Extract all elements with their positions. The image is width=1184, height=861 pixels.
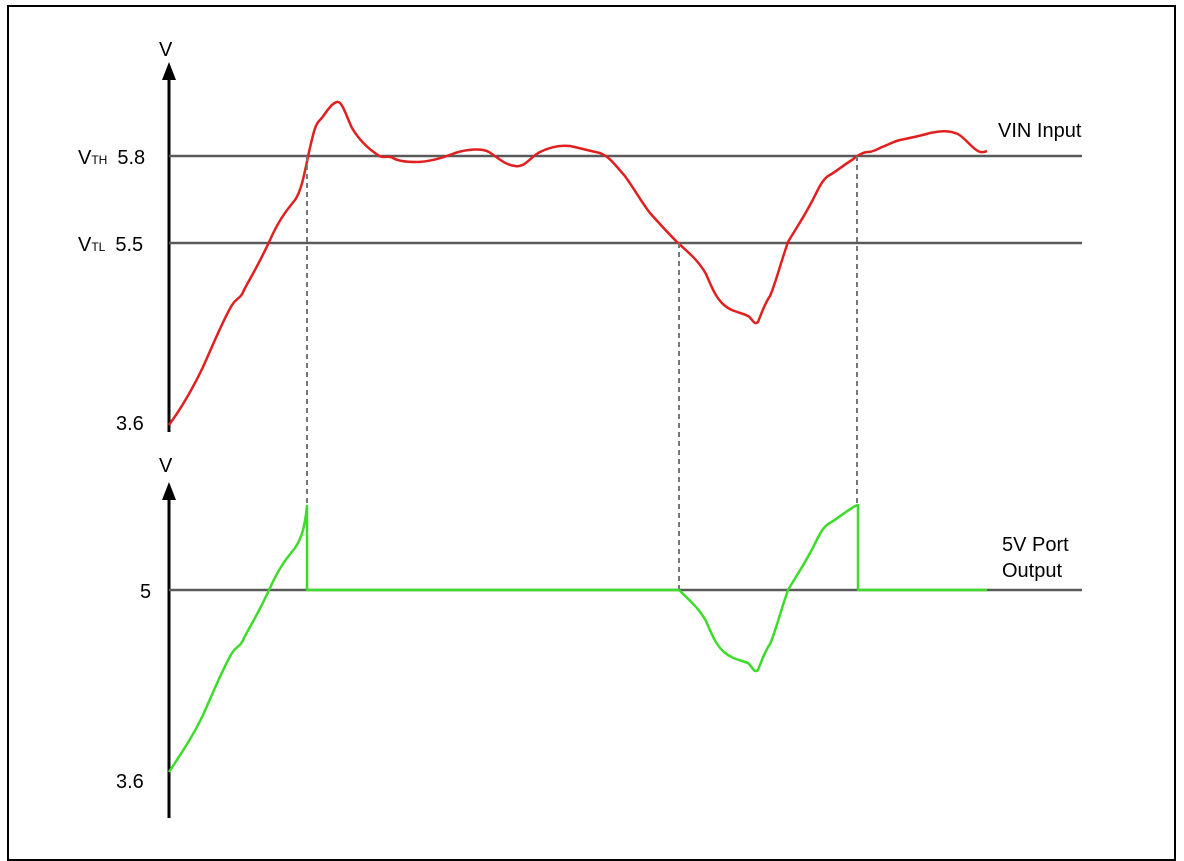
port-output-label-line1: 5V Port: [1002, 534, 1069, 556]
vin-input-trace: [167, 100, 988, 426]
port-output-trace: [167, 503, 987, 773]
top-y-axis-label: V: [159, 39, 173, 61]
bottom-min-value: 3.6: [116, 771, 144, 793]
bottom-y-axis-arrow: [162, 482, 176, 500]
nominal-5v-label: 5: [140, 581, 151, 603]
vin-input-label: VIN Input: [998, 120, 1082, 142]
vtl-label: VTL 5.5: [78, 234, 143, 256]
vth-label: VTH 5.8: [78, 147, 145, 169]
port-output-label-line2: Output: [1002, 560, 1062, 582]
top-y-axis-arrow: [162, 62, 176, 80]
bottom-y-axis-label: V: [159, 455, 173, 477]
top-min-value: 3.6: [116, 413, 144, 435]
